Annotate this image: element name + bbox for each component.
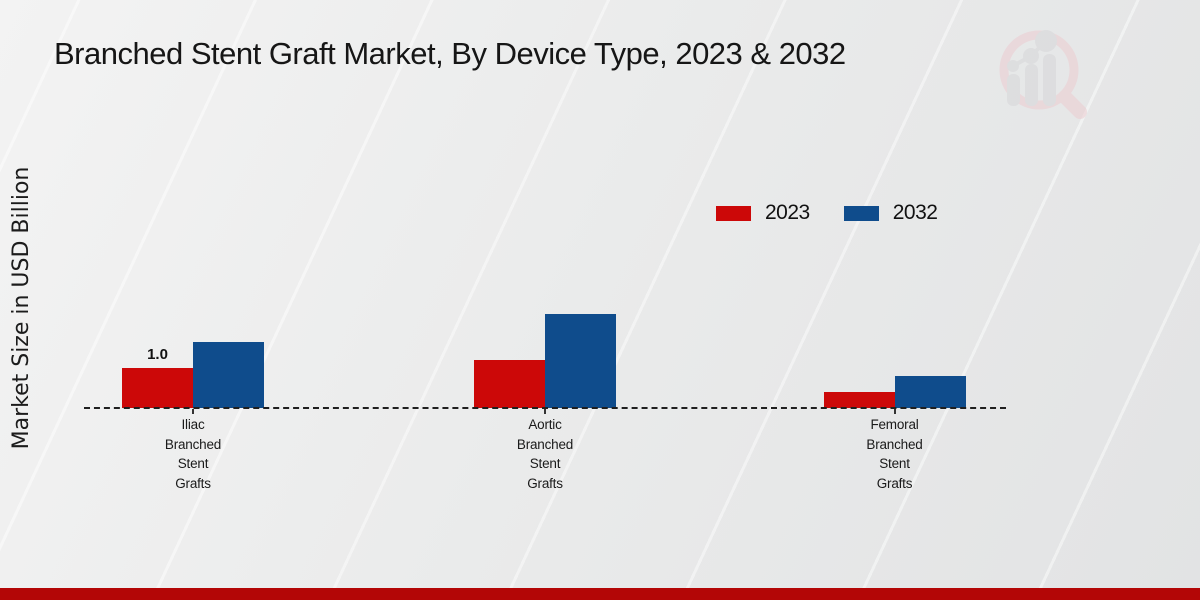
bar-2032-aortic-branched-stent-grafts: [545, 314, 616, 408]
legend-item-2023: 2023: [716, 201, 810, 225]
x-axis-tick: [192, 409, 194, 414]
legend-label-2023: 2023: [765, 201, 810, 224]
x-axis-category-label: Iliac Branched Stent Grafts: [164, 417, 222, 491]
bar-2032-femoral-branched-stent-grafts: [894, 376, 966, 408]
x-axis-category-label: Femoral Branched Stent Grafts: [866, 417, 923, 491]
bar-2023-iliac-branched-stent-grafts: [122, 368, 193, 408]
legend-swatch-2032: [843, 205, 879, 221]
chart-title: Branched Stent Graft Market, By Device T…: [54, 36, 846, 71]
x-axis-baseline: [84, 407, 1006, 409]
bar-2023-femoral-branched-stent-grafts: [823, 392, 895, 408]
x-axis-category-label: Aortic Branched Stent Grafts: [516, 417, 574, 491]
legend-label-2032: 2032: [892, 201, 938, 224]
bar-2032-iliac-branched-stent-grafts: [193, 342, 264, 408]
legend-item-2032: 2032: [843, 201, 938, 225]
legend: 2023 2032: [716, 201, 938, 225]
bar-value-label: 1.0: [147, 346, 168, 363]
x-axis-tick: [893, 409, 896, 414]
footer-accent-bar: [0, 588, 1200, 600]
x-axis-tick: [544, 409, 546, 414]
bar-2023-aortic-branched-stent-grafts: [474, 360, 545, 408]
magnifier-bar-chart-logo-icon: [999, 30, 1087, 119]
legend-swatch-2023: [716, 205, 751, 221]
